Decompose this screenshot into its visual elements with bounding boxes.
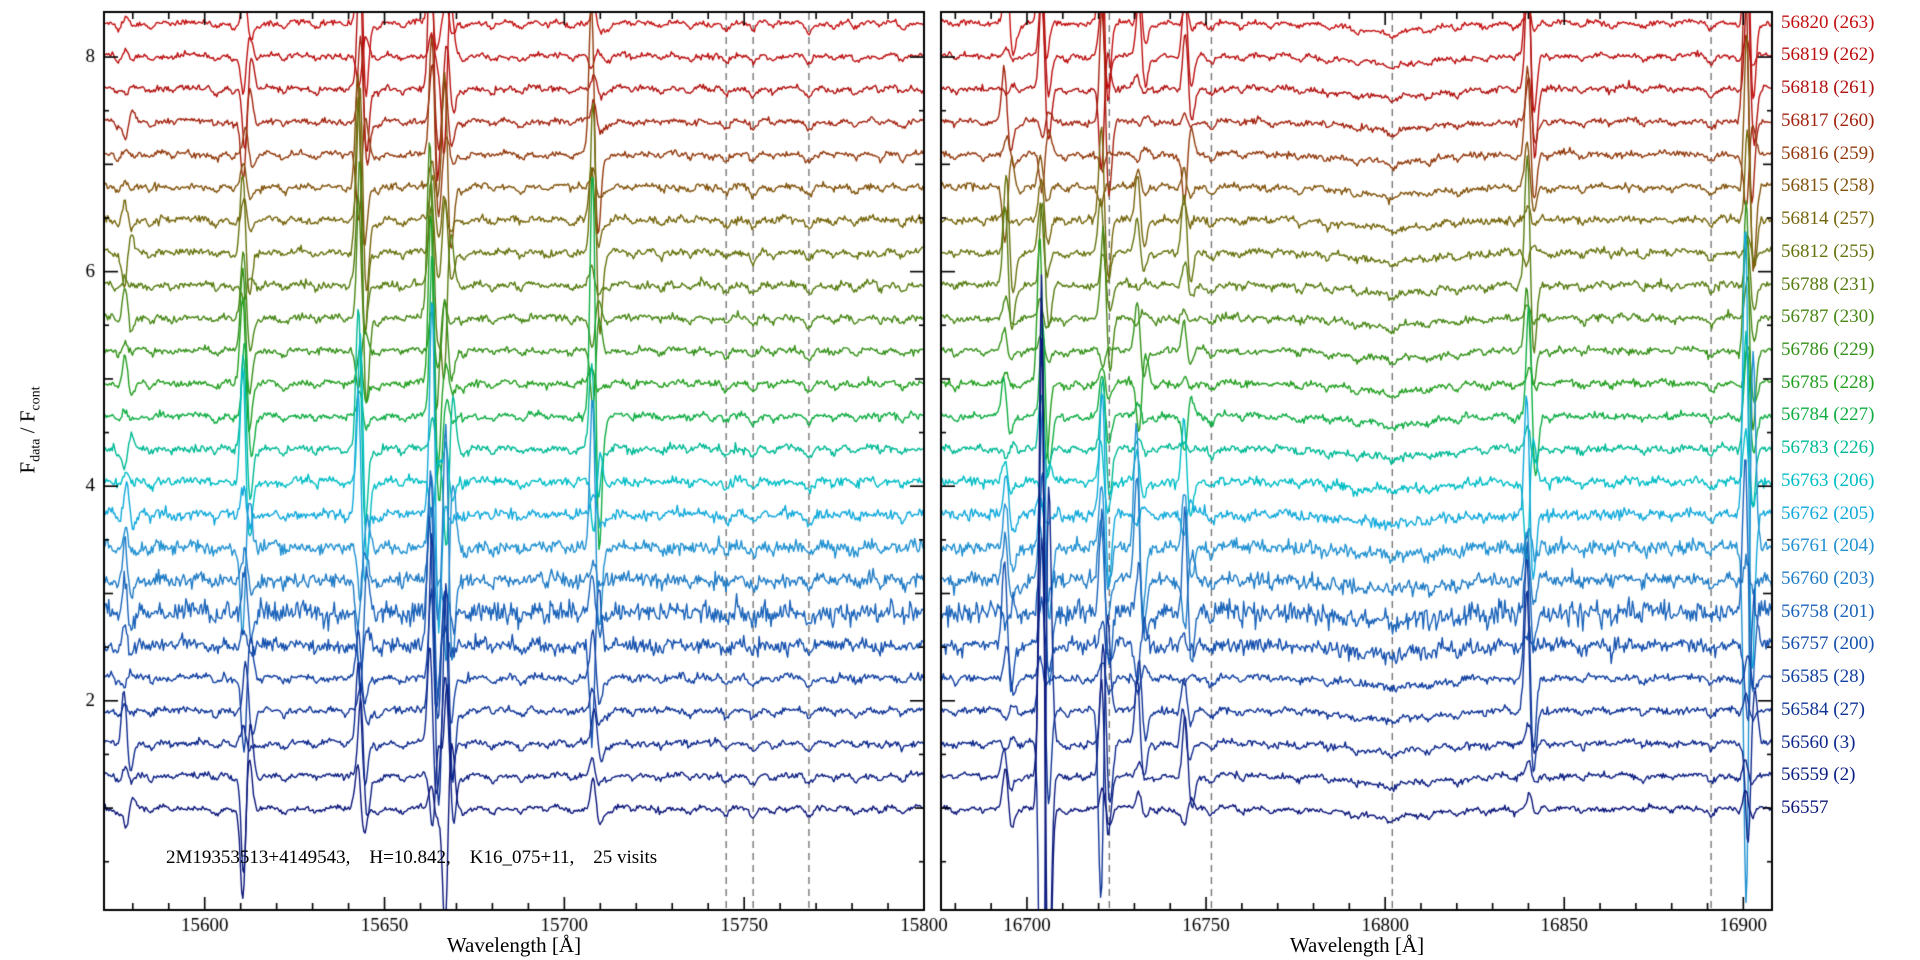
series-label: 56783 (226) bbox=[1781, 437, 1875, 459]
series-label: 56761 (204) bbox=[1781, 535, 1875, 557]
series-label: 56818 (261) bbox=[1781, 77, 1875, 99]
ylabel-f-data: F bbox=[15, 461, 40, 474]
series-label: 56819 (262) bbox=[1781, 44, 1875, 66]
series-label: 56817 (260) bbox=[1781, 109, 1875, 131]
series-label: 56762 (205) bbox=[1781, 502, 1875, 524]
series-label: 56787 (230) bbox=[1781, 306, 1875, 328]
y-axis-label: Fdata / Fcont bbox=[15, 386, 44, 473]
target-annotation: 2M19353513+4149543, H=10.842, K16_075+11… bbox=[166, 847, 658, 868]
x-axis-label-left: Wavelength [Å] bbox=[446, 933, 582, 957]
series-label: 56814 (257) bbox=[1781, 208, 1875, 230]
series-label: 56784 (227) bbox=[1781, 404, 1875, 426]
series-label: 56584 (27) bbox=[1781, 698, 1865, 720]
series-label: 56815 (258) bbox=[1781, 175, 1875, 197]
series-label: 56785 (228) bbox=[1781, 371, 1875, 393]
series-label: 56758 (201) bbox=[1781, 600, 1875, 622]
ylabel-sub-cont: cont bbox=[28, 386, 44, 411]
series-label: 56560 (3) bbox=[1781, 731, 1856, 753]
series-label: 56559 (2) bbox=[1781, 764, 1856, 786]
series-label: 56816 (259) bbox=[1781, 142, 1875, 164]
series-label: 56757 (200) bbox=[1781, 633, 1875, 655]
series-label: 56786 (229) bbox=[1781, 338, 1875, 360]
ylabel-sub-data: data bbox=[28, 438, 44, 462]
x-axis-label-right: Wavelength [Å] bbox=[1289, 933, 1425, 957]
series-label-column: 56820 (263) 56819 (262) 56818 (261) 56817 (… bbox=[1781, 0, 1920, 960]
ylabel-f-cont: F bbox=[15, 410, 40, 423]
series-label: 56820 (263) bbox=[1781, 11, 1875, 33]
series-label: 56760 (203) bbox=[1781, 568, 1875, 590]
series-label: 56812 (255) bbox=[1781, 240, 1875, 262]
ylabel-separator: / bbox=[15, 422, 40, 439]
series-label: 56585 (28) bbox=[1781, 666, 1865, 688]
series-label: 56788 (231) bbox=[1781, 273, 1875, 295]
series-label: 56763 (206) bbox=[1781, 469, 1875, 491]
series-label: 56557 bbox=[1781, 797, 1829, 819]
